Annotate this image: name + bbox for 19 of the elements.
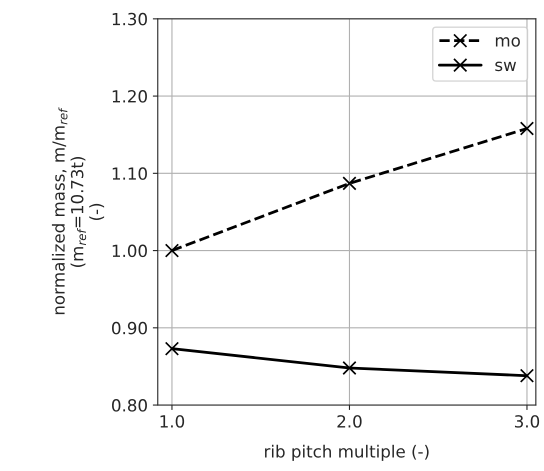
y-tick-label: 1.00 xyxy=(112,244,147,258)
x-tick-label: 3.0 xyxy=(514,415,540,428)
x-axis-title: rib pitch multiple (-) xyxy=(265,444,429,461)
y-tick-label: 1.30 xyxy=(112,12,147,26)
y-tick-label: 1.20 xyxy=(112,90,147,103)
point xyxy=(164,342,180,356)
legend-label: sw xyxy=(495,62,516,72)
point xyxy=(342,176,357,190)
text: normalized mass, m/m$_{ref}$ (m$_{ref}$=10.73t) (-) xyxy=(52,107,104,314)
point xyxy=(520,121,534,136)
point xyxy=(342,360,357,376)
x-tick-label: 2.0 xyxy=(337,415,362,428)
legend-label: mo xyxy=(496,37,520,47)
y-tick-label: 1.10 xyxy=(112,167,147,180)
y-tick-label: 0.80 xyxy=(112,399,147,412)
y-tick-label: 0.90 xyxy=(112,322,147,334)
x-tick-label: 1.0 xyxy=(160,415,184,428)
point xyxy=(520,368,534,383)
point xyxy=(164,243,180,258)
